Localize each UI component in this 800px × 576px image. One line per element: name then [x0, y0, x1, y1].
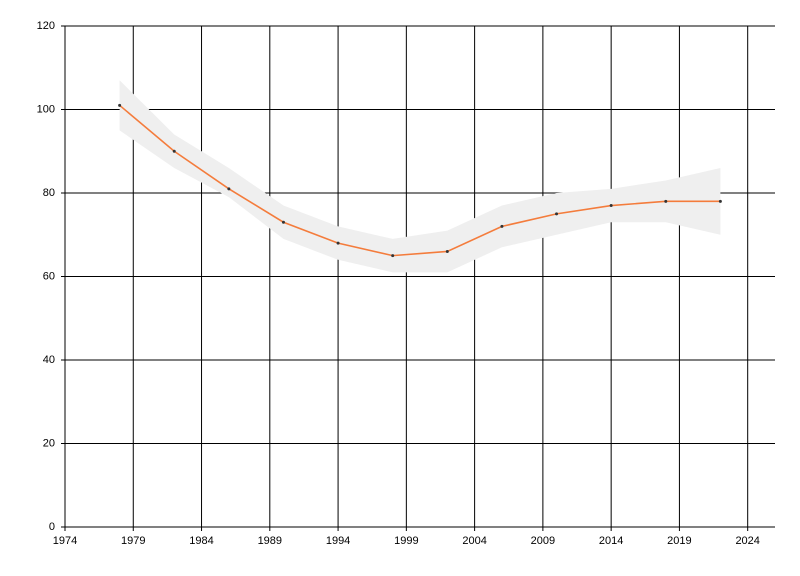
y-tick-label: 120: [37, 20, 55, 32]
y-tick-label: 0: [49, 521, 55, 533]
x-tick-label: 1999: [394, 535, 418, 547]
line: [119, 104, 721, 257]
point: [391, 254, 395, 258]
point: [664, 199, 668, 203]
point: [172, 149, 176, 153]
x-tick-label: 1989: [258, 535, 282, 547]
y-tick-label: 100: [37, 103, 55, 115]
y-tick-label: 80: [43, 187, 55, 199]
y-tick-label: 60: [43, 270, 55, 282]
x-tick-label: 1974: [53, 535, 77, 547]
x-tick-label: 2014: [599, 535, 623, 547]
x-tick-label: 2009: [531, 535, 555, 547]
y-tick-label: 20: [43, 437, 55, 449]
x-tick-label: 2019: [667, 535, 691, 547]
point: [445, 249, 449, 253]
x-tick-label: 1994: [326, 535, 350, 547]
point: [281, 220, 285, 224]
point: [718, 199, 722, 203]
x-tick-label: 2024: [735, 535, 759, 547]
y-tick-label: 40: [43, 354, 55, 366]
point: [227, 187, 231, 191]
point: [336, 241, 340, 245]
x-tick-label: 2004: [462, 535, 486, 547]
x-tick-label: 1984: [189, 535, 213, 547]
point: [555, 212, 559, 216]
confidence-band: [119, 80, 721, 273]
point: [500, 224, 504, 228]
point: [609, 204, 613, 208]
point: [118, 103, 122, 107]
x-tick-label: 1979: [121, 535, 145, 547]
